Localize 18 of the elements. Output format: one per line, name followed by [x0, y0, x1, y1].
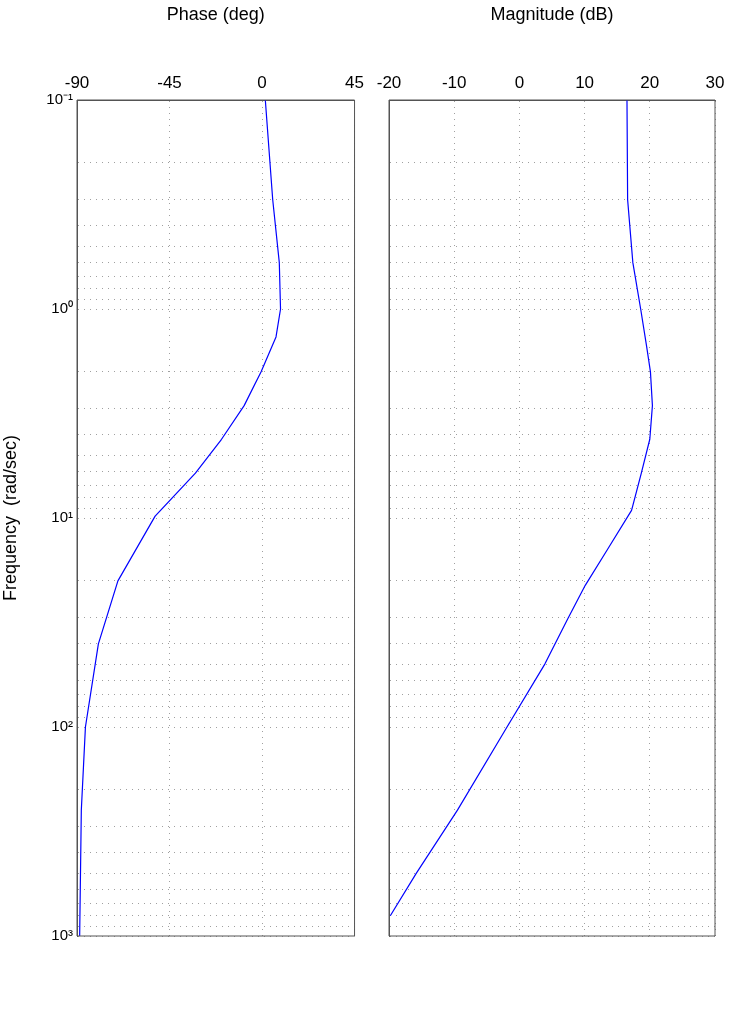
x-tick-label: 10	[575, 73, 595, 93]
x-tick-label: -10	[441, 73, 467, 93]
x-tick-label: 20	[640, 73, 660, 93]
y-tick-label: 10³	[51, 926, 73, 944]
x-tick-label: 0	[514, 73, 525, 93]
y-tick-label: 10¹	[51, 508, 73, 526]
x-tick-label: 30	[705, 73, 725, 93]
x-tick-label: -20	[376, 73, 402, 93]
x-axis-title: Magnitude (dB)	[490, 3, 614, 24]
y-tick-label: 10⁻¹	[46, 90, 73, 108]
x-tick-label: -45	[157, 73, 182, 93]
x-tick-label: -90	[64, 73, 90, 93]
x-axis-title: Phase (deg)	[166, 3, 265, 24]
y-axis-title: Frequency (rad/sec)	[0, 434, 20, 602]
x-tick-label: 45	[345, 73, 365, 93]
y-tick-label: 10²	[51, 717, 73, 735]
x-tick-label: 0	[257, 73, 267, 93]
y-tick-label: 10⁰	[51, 299, 73, 317]
